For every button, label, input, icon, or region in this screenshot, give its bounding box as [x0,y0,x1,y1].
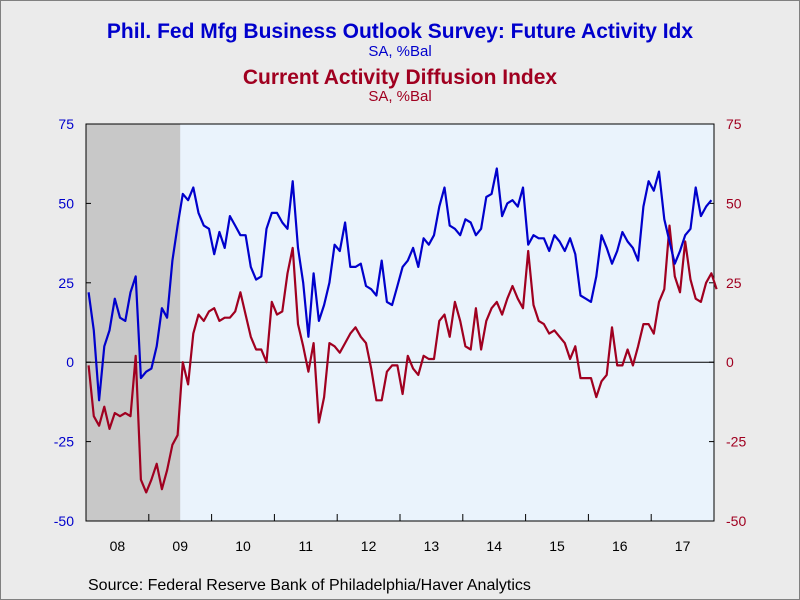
y-tick-label-left: 50 [58,195,74,211]
series-line-current [87,224,718,494]
x-tick-label: 12 [361,538,377,554]
x-tick-label: 16 [612,538,628,554]
y-tick-label-right: 0 [726,354,734,370]
x-tick-label: 13 [424,538,440,554]
plot-area [86,124,714,521]
y-tick-label-right: -50 [726,513,746,529]
y-tick-label-right: 25 [726,275,742,291]
chart-title-future: Phil. Fed Mfg Business Outlook Survey: F… [106,20,694,43]
series-line-future [87,167,713,402]
y-tick-label-left: -50 [54,513,74,529]
x-tick-label: 17 [675,538,691,554]
x-tick-label: 11 [299,538,314,554]
source-note: Source: Federal Reserve Bank of Philadel… [88,577,531,594]
x-tick-label: 09 [172,538,188,554]
recession-shading [86,124,181,521]
y-tick-label-right: -25 [726,434,746,450]
x-tick-label: 08 [110,538,126,554]
y-tick-label-left: 75 [58,116,74,132]
x-tick-label: 14 [486,538,502,554]
y-tick-label-right: 50 [726,195,742,211]
x-tick-label: 15 [549,538,565,554]
y-tick-label-left: -25 [54,434,74,450]
chart-title-current: Current Activity Diffusion Index [242,66,558,89]
y-tick-label-right: 75 [726,116,742,132]
chart-subtitle-future: SA, %Bal [368,43,432,60]
y-tick-label-left: 0 [66,354,74,370]
y-tick-label-left: 25 [58,275,74,291]
chart-subtitle-current: SA, %Bal [368,88,432,105]
x-tick-label: 10 [235,538,251,554]
